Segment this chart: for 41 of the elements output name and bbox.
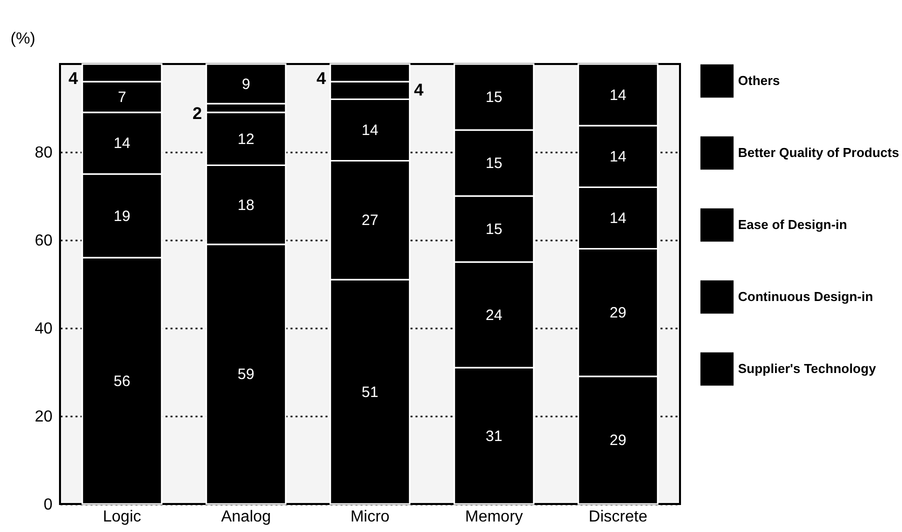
data-label: 15 [486,155,502,172]
data-label: 14 [610,86,626,104]
data-label: 31 [486,428,502,445]
y-tick-label: 40 [34,320,53,338]
data-label: 27 [362,212,378,230]
data-label: 19 [114,208,130,225]
data-label: 14 [114,135,130,152]
data-label: 4 [68,68,79,88]
text: Supplier's Technology [738,361,877,376]
data-label: 56 [114,372,130,390]
text: Others [738,73,780,88]
data-label: 15 [486,89,502,106]
x-tick-label: Discrete [588,508,648,526]
y-tick-label: 20 [34,408,53,426]
x-tick-label: Analog [221,508,271,526]
x-tick-label: Micro [350,508,390,526]
text: Ease of Design-in [738,217,848,232]
y-tick-label: 60 [34,232,53,250]
data-label: 4 [316,68,327,88]
data-label: 59 [238,366,254,384]
data-label: 15 [486,221,502,238]
x-tick-label: Memory [465,508,523,526]
data-label: 9 [242,76,250,93]
data-label: 4 [414,80,424,100]
y-tick-label: 80 [34,144,53,162]
data-label: 24 [486,306,502,324]
data-label: 7 [118,89,126,106]
data-label: 14 [610,210,626,227]
text: Better Quality of Products [738,145,900,160]
data-label: 14 [610,148,626,166]
y-axis-title: (%) [10,30,36,48]
data-label: 29 [610,304,626,322]
x-tick-label: Logic [102,508,142,526]
data-label: 12 [238,130,254,148]
data-label: 14 [362,122,378,139]
data-label: 18 [238,196,254,214]
data-label: 29 [610,432,626,450]
data-label: 2 [192,104,202,123]
data-label: 51 [362,384,378,401]
text: Continuous Design-in [738,289,874,304]
y-tick-label: 0 [44,496,53,514]
